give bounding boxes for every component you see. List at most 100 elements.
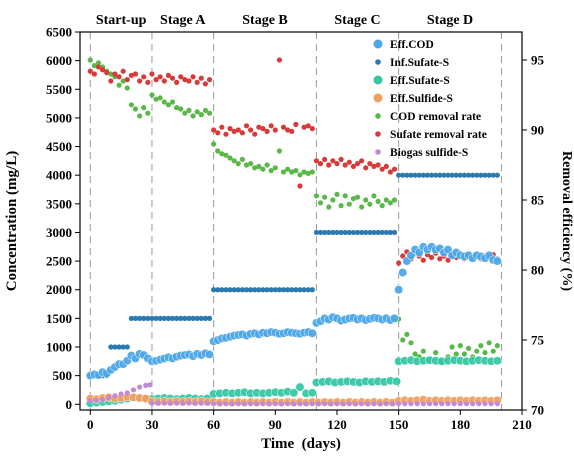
data-point xyxy=(293,121,299,127)
data-point xyxy=(400,172,406,178)
data-point xyxy=(256,124,262,130)
x-axis: 0 30 60 90 120 150 180 210 xyxy=(87,410,532,432)
data-point xyxy=(178,106,184,112)
data-point xyxy=(215,287,221,293)
data-point xyxy=(334,191,340,197)
legend-label: Eff.Sulfide-S xyxy=(390,93,453,105)
data-point xyxy=(340,401,346,407)
data-point xyxy=(326,204,332,210)
data-point xyxy=(248,401,254,407)
data-point xyxy=(293,287,299,293)
data-point xyxy=(437,172,443,178)
series-layer xyxy=(85,57,502,408)
stage-label: Stage D xyxy=(427,13,473,28)
data-point xyxy=(391,166,398,172)
data-point xyxy=(338,156,344,162)
data-point xyxy=(342,162,348,168)
data-point xyxy=(132,106,139,112)
series-sufate-removal-rate xyxy=(87,57,500,266)
data-point xyxy=(241,401,248,407)
data-point xyxy=(396,172,402,178)
y-left-tick-label: 500 xyxy=(53,368,73,383)
data-point xyxy=(260,166,266,172)
data-point xyxy=(389,401,396,407)
data-point xyxy=(313,193,320,199)
data-point xyxy=(303,401,309,407)
data-point xyxy=(416,172,422,178)
data-point xyxy=(272,165,278,171)
data-point xyxy=(239,287,246,293)
data-point xyxy=(322,194,328,200)
data-point xyxy=(264,287,270,293)
data-point xyxy=(132,315,139,321)
data-point xyxy=(211,141,217,147)
data-point xyxy=(116,344,122,350)
data-point xyxy=(248,161,254,167)
data-point xyxy=(108,344,114,350)
series-eff-sufate-s xyxy=(85,355,502,408)
data-point xyxy=(494,172,500,178)
data-point xyxy=(313,229,320,236)
data-point xyxy=(367,201,373,207)
data-point xyxy=(108,78,114,84)
data-point xyxy=(147,382,153,388)
data-point xyxy=(334,401,340,407)
y-left-tick-label: 5500 xyxy=(46,82,72,97)
data-point xyxy=(165,72,171,78)
data-point xyxy=(215,148,221,154)
data-point xyxy=(190,113,196,119)
data-point xyxy=(100,67,106,73)
data-point xyxy=(301,124,307,130)
y-left-tick-label: 3500 xyxy=(46,196,72,211)
data-point xyxy=(420,348,426,354)
stage-labels: Start-up Stage A Stage B Stage C Stage D xyxy=(96,13,473,28)
data-point xyxy=(293,168,299,174)
data-point xyxy=(426,401,433,407)
data-point xyxy=(198,75,204,81)
data-point xyxy=(130,387,137,393)
data-point xyxy=(174,79,180,85)
data-point xyxy=(367,161,373,167)
data-point xyxy=(169,315,176,321)
data-point xyxy=(116,74,122,80)
data-point xyxy=(143,382,149,388)
y-left-tick-label: 5000 xyxy=(46,110,72,125)
stage-label: Stage C xyxy=(334,13,380,28)
data-point xyxy=(474,348,480,354)
data-point xyxy=(490,348,496,354)
data-point xyxy=(182,77,188,83)
data-point xyxy=(371,163,377,169)
y-right-tick-label: 95 xyxy=(531,53,545,68)
data-point xyxy=(400,253,406,259)
data-point xyxy=(441,172,447,178)
data-point xyxy=(128,315,134,321)
legend-label: COD removal rate xyxy=(390,111,481,123)
data-point xyxy=(404,172,410,178)
y-right-tick-label: 75 xyxy=(531,333,545,348)
data-point xyxy=(252,287,258,293)
data-point xyxy=(492,356,502,366)
stage-label: Start-up xyxy=(96,13,147,28)
data-point xyxy=(354,194,361,200)
data-point xyxy=(256,163,262,169)
data-point xyxy=(252,165,258,171)
plot-frame xyxy=(79,31,523,411)
data-point xyxy=(330,229,336,236)
data-point xyxy=(165,102,171,108)
data-point xyxy=(112,344,118,350)
data-point xyxy=(112,393,118,399)
data-point xyxy=(408,401,414,407)
data-point xyxy=(492,256,502,266)
data-point xyxy=(141,315,147,321)
data-point xyxy=(315,401,322,407)
legend: Eff.COD Inf.Sufate-S Eff.Sufate-S Eff.Sulfi… xyxy=(373,39,487,159)
data-point xyxy=(260,287,266,293)
legend-marker xyxy=(373,93,383,103)
data-point xyxy=(367,229,373,236)
data-point xyxy=(194,315,200,321)
data-point xyxy=(371,229,377,236)
data-point xyxy=(178,315,184,321)
data-point xyxy=(375,229,381,236)
data-point xyxy=(317,200,324,206)
data-point xyxy=(371,401,377,407)
